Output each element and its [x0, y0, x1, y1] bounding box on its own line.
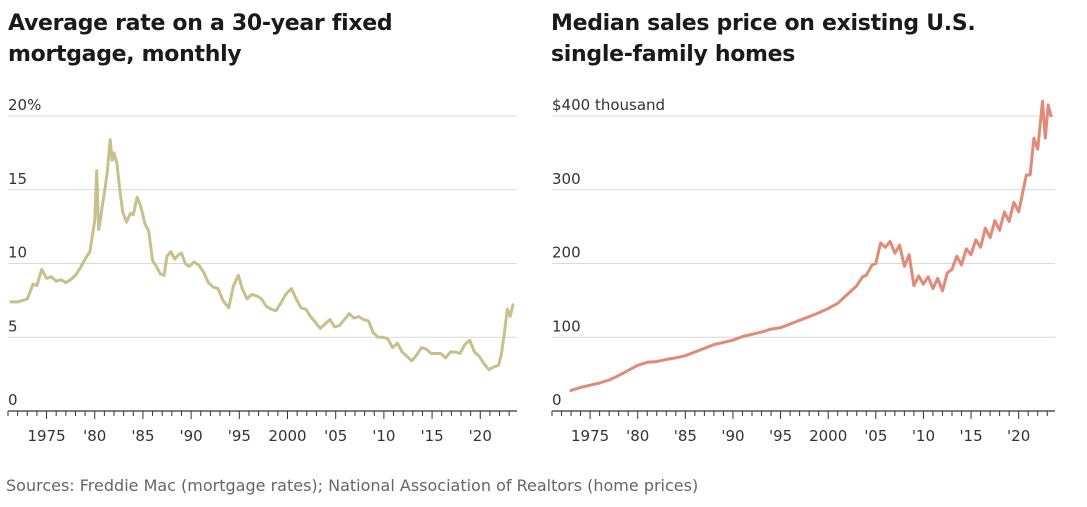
mortgage-x-tick-label: '05: [324, 427, 347, 445]
mortgage-x-tick-label: 2000: [268, 427, 306, 445]
mortgage-x-tick-label: '10: [372, 427, 395, 445]
price-x-tick-label: 1975: [571, 427, 609, 445]
price-y-tick-label: 100: [552, 317, 581, 335]
price-series-line: [569, 99, 1053, 392]
mortgage-x-tick-label: '90: [180, 427, 203, 445]
mortgage-y-tick-label: 0: [8, 391, 18, 409]
price-y-tick-label: 0: [552, 391, 562, 409]
price-x-tick-label: '90: [721, 427, 744, 445]
chart-title-mortgage-rate: Average rate on a 30-year fixed mortgage…: [8, 11, 393, 67]
mortgage-y-tick-label: 10: [8, 244, 27, 262]
mortgage-y-tick-label: 15: [8, 170, 27, 188]
price-x-tick-label: '85: [674, 427, 697, 445]
mortgage-x-tick-label: '80: [83, 427, 106, 445]
price-y-tick-label: $400 thousand: [552, 96, 665, 114]
price-y-tick-label: 200: [552, 244, 581, 262]
home-price-chart: 0 100 200 300 $400 thousand 1975 '80 '85 '90 '95 2…: [551, 96, 1055, 445]
mortgage-y-tick-label: 5: [8, 317, 18, 335]
mortgage-series-line: [9, 138, 515, 372]
price-x-tick-label: '80: [626, 427, 649, 445]
price-y-tick-label: 300: [552, 170, 581, 188]
chart-title-home-price: Median sales price on existing U.S. sing…: [551, 11, 976, 67]
mortgage-x-tick-label: '95: [228, 427, 251, 445]
mortgage-rate-chart: 0 5 10 15 20% 1975 '80 '85 '90 '95 2000 '05 '10 '15 '2…: [7, 96, 517, 445]
price-x-tick-label: 2000: [809, 427, 847, 445]
price-x-tick-label: '95: [769, 427, 792, 445]
mortgage-x-tick-label: '20: [469, 427, 492, 445]
price-x-tick-label: '15: [959, 427, 982, 445]
mortgage-y-tick-label: 20%: [8, 96, 41, 114]
price-x-tick-label: '05: [864, 427, 887, 445]
mortgage-x-tick-label: '15: [420, 427, 443, 445]
source-note: Sources: Freddie Mac (mortgage rates); N…: [6, 476, 699, 495]
mortgage-x-tick-label: '85: [131, 427, 154, 445]
price-x-tick-label: '20: [1007, 427, 1030, 445]
mortgage-x-tick-label: 1975: [27, 427, 65, 445]
price-x-tick-label: '10: [912, 427, 935, 445]
